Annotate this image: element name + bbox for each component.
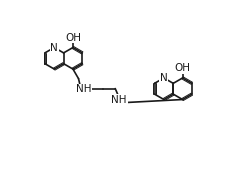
Text: OH: OH	[65, 33, 81, 43]
Text: OH: OH	[175, 63, 191, 73]
Text: N: N	[50, 42, 58, 53]
Text: NH: NH	[111, 95, 127, 105]
Text: NH: NH	[76, 84, 92, 94]
Text: N: N	[160, 73, 168, 83]
